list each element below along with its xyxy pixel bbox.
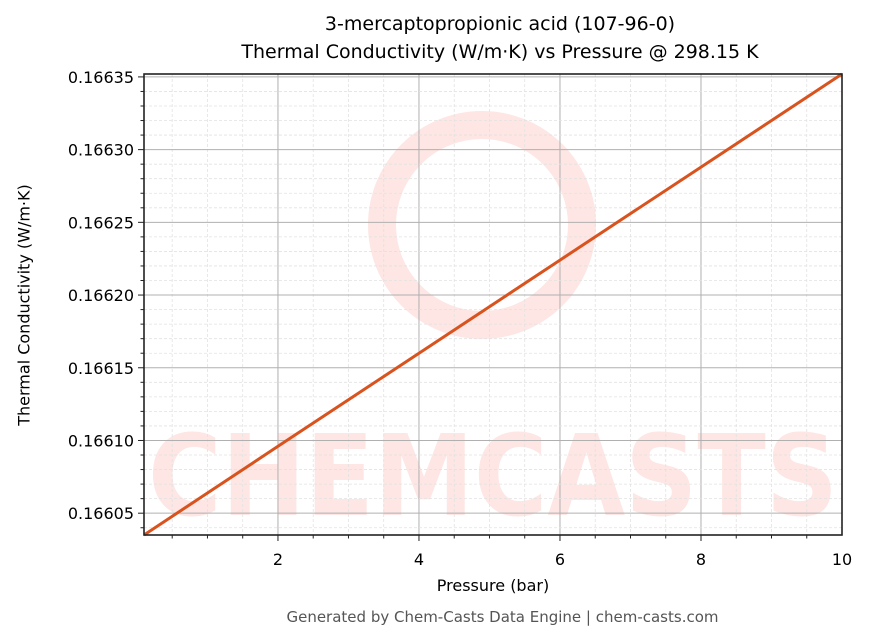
x-tick-label: 10: [832, 550, 852, 569]
watermark-text: CHEMCASTS: [148, 412, 838, 542]
y-axis-label: Thermal Conductivity (W/m·K): [14, 184, 34, 426]
watermark-logo-ring: [368, 111, 596, 339]
watermark: CHEMCASTS: [148, 111, 838, 542]
data-series: [143, 72, 843, 537]
footer-credit: Generated by Chem-Casts Data Engine | ch…: [286, 608, 719, 626]
x-tick-label: 2: [273, 550, 283, 569]
x-tick-label: 6: [555, 550, 565, 569]
series-line: [143, 72, 843, 537]
tick-labels: 2 4 6 8 10 0.16605 0.16610 0.16615 0.16620 0.1662…: [68, 68, 852, 569]
chart-title: 3-mercaptopropionic acid (107-96-0): [324, 13, 676, 35]
grid: [144, 74, 842, 535]
y-tick-label: 0.16615: [68, 359, 134, 378]
plot-frame: [143, 73, 843, 536]
y-tick-label: 0.16625: [68, 213, 134, 232]
chart-subtitle: Thermal Conductivity (W/m·K) vs Pressure…: [241, 41, 759, 63]
x-tick-label: 8: [696, 550, 706, 569]
y-tick-label: 0.16630: [68, 141, 134, 160]
x-axis-label: Pressure (bar): [436, 576, 550, 595]
y-tick-label: 0.16605: [68, 504, 134, 523]
y-tick-label: 0.16610: [68, 431, 134, 450]
x-tick-label: 4: [414, 550, 424, 569]
y-tick-label: 0.16620: [68, 286, 134, 305]
axis-ticks: [138, 76, 808, 541]
y-tick-label: 0.16635: [68, 68, 134, 87]
